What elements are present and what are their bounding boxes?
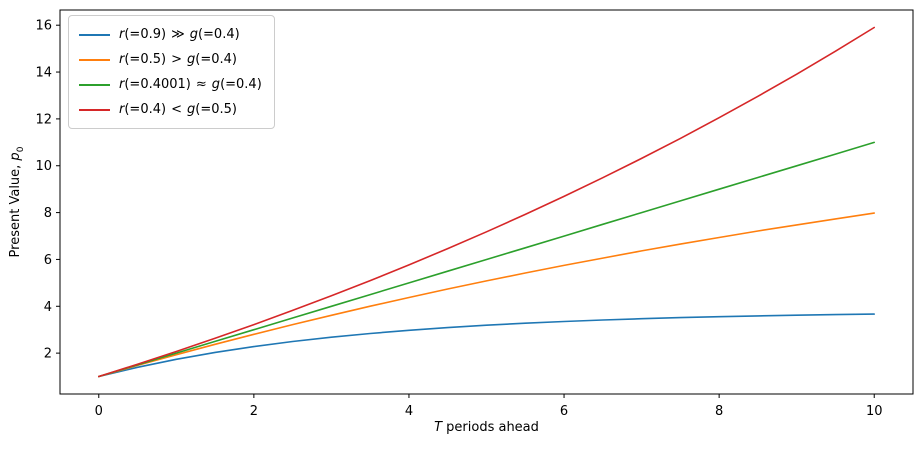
series-line-0 (98, 313, 876, 378)
series-line-2 (98, 141, 876, 378)
legend-swatch (79, 58, 110, 61)
y-axis-label-var: p (8, 152, 24, 161)
x-axis-label: T periods ahead (60, 420, 913, 435)
y-tick-label: 12 (35, 112, 52, 127)
legend: r(=0.9) ≫ g(=0.4) r(=0.5) > g(=0.4) r(=0.4001)… (68, 15, 275, 129)
legend-label: r(=0.5) > g(=0.4) (119, 52, 237, 67)
y-axis-label: Present Value, p0 (8, 147, 26, 258)
y-axis-label-text: Present Value, (8, 160, 24, 258)
legend-item: r(=0.9) ≫ g(=0.4) (79, 22, 262, 47)
legend-item: r(=0.5) > g(=0.4) (79, 47, 262, 72)
legend-item: r(=0.4) < g(=0.5) (79, 97, 262, 122)
legend-swatch (79, 33, 110, 36)
x-tick-label: 10 (866, 404, 883, 419)
legend-item: r(=0.4001) ≈ g(=0.4) (79, 72, 262, 97)
y-axis-label-sub: 0 (15, 146, 26, 153)
y-tick-label: 4 (44, 300, 52, 315)
legend-swatch (79, 83, 110, 86)
legend-label: r(=0.4001) ≈ g(=0.4) (119, 77, 262, 92)
legend-swatch (79, 108, 110, 111)
series-line-1 (98, 212, 876, 378)
legend-label: r(=0.9) ≫ g(=0.4) (119, 27, 240, 42)
y-tick-label: 2 (44, 347, 52, 362)
series-line-3 (98, 26, 876, 378)
y-tick-label: 10 (35, 159, 52, 174)
y-tick-label: 14 (35, 66, 52, 81)
x-tick-label: 4 (405, 404, 413, 419)
x-tick-label: 6 (560, 404, 568, 419)
x-axis-label-var: T (434, 420, 443, 435)
y-tick-label: 8 (44, 206, 52, 221)
axes-frame (59, 9, 914, 395)
x-tick-label: 0 (95, 404, 103, 419)
y-tick-label: 16 (35, 19, 52, 34)
y-tick-label: 6 (44, 253, 52, 268)
x-axis-label-text: periods ahead (442, 420, 539, 435)
legend-label: r(=0.4) < g(=0.5) (119, 102, 237, 117)
x-tick-label: 2 (250, 404, 258, 419)
x-tick-label: 8 (715, 404, 723, 419)
